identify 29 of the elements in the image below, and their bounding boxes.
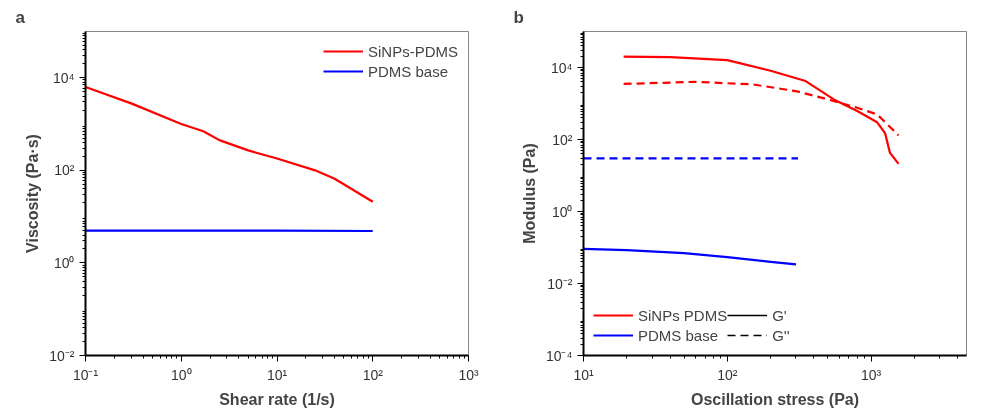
annotation: G'' — [772, 326, 791, 344]
x-tick-label: 10² — [717, 366, 738, 383]
x-tick-label: 10¹ — [573, 366, 594, 383]
x-axis-title: Oscillation stress (Pa) — [690, 390, 860, 408]
legend-label: PDMS base — [638, 326, 719, 344]
x-tick-label: 10¹ — [266, 366, 288, 383]
x-tick-label: 10⁻¹ — [72, 366, 99, 383]
legend-label: PDMS base — [367, 62, 449, 80]
y-tick-label: 10⁻⁴ — [545, 347, 573, 364]
y-tick-label: 10² — [552, 131, 573, 148]
y-tick-label: 10⁻² — [49, 347, 75, 364]
annotation: G' — [772, 306, 788, 324]
y-tick-label: 10⁰ — [53, 254, 75, 271]
x-axis-title: Shear rate (1/s) — [219, 390, 335, 408]
x-tick-label: 10² — [362, 366, 384, 383]
y-tick-label: 10⁰ — [551, 203, 573, 220]
y-axis-title: Viscosity (Pa·s) — [24, 134, 42, 253]
chart-title: a — [15, 7, 26, 27]
y-tick-label: 10⁴ — [52, 69, 75, 86]
y-tick-label: 10² — [54, 162, 75, 179]
legend-label: SiNPs PDMS — [638, 306, 728, 324]
x-tick-label: 10⁰ — [170, 366, 192, 383]
chart-title: b — [513, 7, 524, 27]
legend-label: SiNPs-PDMS — [367, 42, 458, 60]
y-axis-title: Modulus (Pa) — [520, 143, 538, 244]
x-tick-label: 10³ — [458, 366, 479, 383]
y-tick-label: 10⁻² — [547, 275, 573, 292]
y-tick-label: 10⁴ — [550, 59, 573, 76]
x-tick-label: 10³ — [861, 366, 882, 383]
